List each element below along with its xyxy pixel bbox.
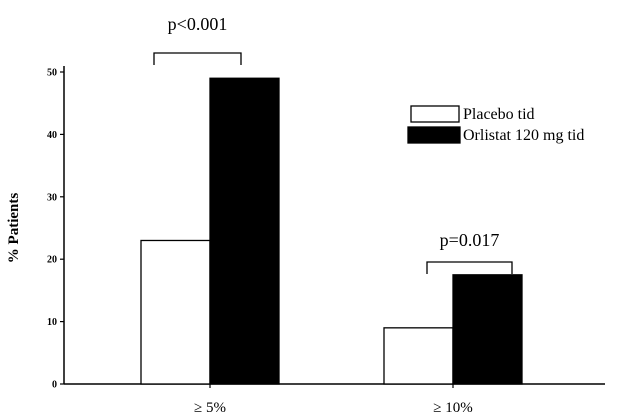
bar-orlistat-1 — [209, 77, 280, 385]
legend-swatch-orlistat — [407, 126, 461, 144]
bar-placebo-2 — [383, 327, 454, 385]
bar-placebo-1 — [140, 239, 211, 385]
significance-bracket — [426, 261, 513, 274]
legend-swatch-placebo — [410, 105, 460, 123]
y-tick-label: 20 — [47, 255, 57, 266]
y-tick-label: 30 — [47, 192, 57, 203]
y-tick-label: 40 — [47, 130, 57, 141]
bars — [140, 77, 523, 385]
x-tick-label: ≥ 10% — [433, 400, 472, 416]
y-tick-label: 10 — [47, 317, 57, 328]
y-tick-label: 50 — [47, 68, 57, 79]
p-value-label: p=0.017 — [440, 230, 500, 250]
legend-label-orlistat: Orlistat 120 mg tid — [463, 127, 584, 144]
legend: Placebo tid Orlistat 120 mg tid — [407, 105, 584, 144]
y-tick-label: 0 — [52, 380, 57, 391]
bar-orlistat-2 — [452, 274, 523, 385]
annotations: p<0.001 p=0.017 — [153, 14, 513, 274]
p-value-label: p<0.001 — [168, 14, 228, 34]
legend-label-placebo: Placebo tid — [463, 106, 535, 123]
x-tick-label: ≥ 5% — [194, 400, 226, 416]
y-axis-label: % Patients — [6, 193, 22, 264]
y-ticks: 0 10 20 30 40 50 — [47, 68, 64, 391]
x-ticks: ≥ 5% ≥ 10% — [194, 384, 473, 416]
significance-bracket — [153, 52, 242, 65]
